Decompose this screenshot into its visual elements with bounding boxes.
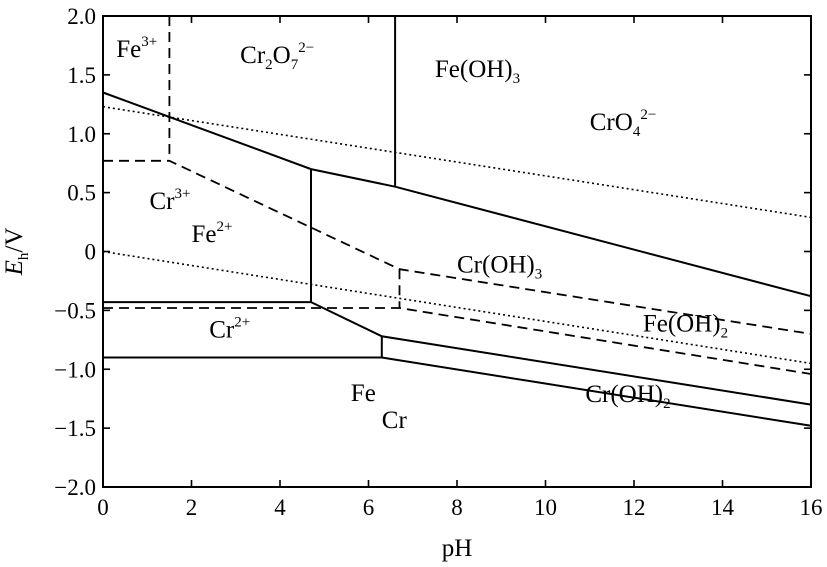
region-label: Cr(OH)3 xyxy=(457,252,542,283)
x-tick-label: 2 xyxy=(186,495,198,520)
region-label: Fe2+ xyxy=(192,219,233,248)
y-tick-label: −1.5 xyxy=(54,416,96,441)
region-label: Cr(OH)2 xyxy=(585,381,670,412)
boundary-line-11 xyxy=(102,105,812,219)
labels-layer: Fe3+ Cr2O72− Fe(OH)3 CrO42− Cr3+Fe2+ Cr(OH)3 F… xyxy=(116,34,728,434)
region-label: Fe xyxy=(351,380,376,407)
region-label: Cr xyxy=(382,407,408,434)
x-tick-label: 14 xyxy=(711,495,735,520)
y-tick-label: −1.0 xyxy=(54,357,96,382)
x-tick-label: 10 xyxy=(534,495,557,520)
x-tick-label: 0 xyxy=(97,495,109,520)
region-label: Fe(OH)3 xyxy=(435,56,520,87)
x-tick-label: 16 xyxy=(800,495,823,520)
region-label: Cr2O72− xyxy=(240,40,314,73)
boundary-line-4 xyxy=(103,301,812,406)
y-tick-label: 1.5 xyxy=(67,63,96,88)
y-tick-label: 2.0 xyxy=(67,4,96,29)
y-tick-label: −0.5 xyxy=(54,298,96,323)
x-tick-label: 12 xyxy=(623,495,646,520)
region-label: Fe3+ xyxy=(116,34,157,63)
x-tick-label: 8 xyxy=(451,495,463,520)
y-tick-label: 0 xyxy=(85,240,97,265)
y-axis-title-sub: h xyxy=(16,252,32,260)
region-label: Cr3+ xyxy=(149,186,190,215)
region-label: Cr2+ xyxy=(209,314,250,343)
y-tick-label: 0.5 xyxy=(67,181,96,206)
x-tick-label: 4 xyxy=(274,495,286,520)
boundary-line-8 xyxy=(103,159,812,335)
x-axis-title: pH xyxy=(442,535,473,562)
boundary-line-1 xyxy=(102,91,812,298)
y-axis-title-rest: /V xyxy=(1,228,28,253)
region-label: CrO42− xyxy=(590,107,657,140)
region-label: Fe(OH)2 xyxy=(643,311,728,342)
boundary-line-5 xyxy=(103,356,812,427)
y-tick-label: 1.0 xyxy=(67,122,96,147)
y-axis-title-main: E xyxy=(1,260,28,276)
x-tick-label: 6 xyxy=(363,495,375,520)
series-layer xyxy=(102,16,812,427)
y-tick-label: −2.0 xyxy=(54,475,96,500)
y-axis-title: Eh/V xyxy=(1,228,32,277)
ticks-layer: 0 2 4 6 8 10 12 14 16 2.0 1.5 1.0 0.5 0 −0.5 −1.0 −1.5 −2… xyxy=(54,4,822,520)
